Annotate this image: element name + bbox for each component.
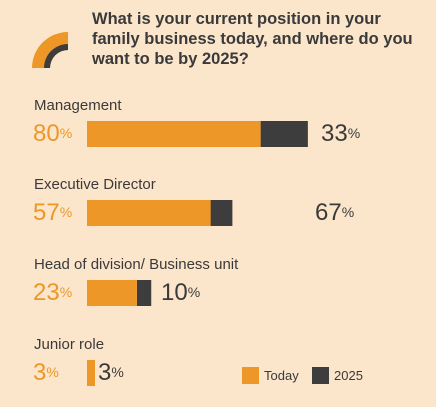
- today-value-label: 80%: [33, 120, 73, 147]
- today-value-label: 3%: [33, 359, 59, 386]
- bar-2025: [136, 280, 152, 306]
- bar-today: [87, 200, 211, 226]
- category-label: Executive Director: [34, 176, 156, 193]
- arc-logo-icon: [32, 32, 68, 68]
- category-label: Head of division/ Business unit: [34, 256, 239, 273]
- legend-swatch-2025: [312, 367, 329, 384]
- future-value-label: 67%: [315, 199, 355, 226]
- bar-today: [87, 121, 261, 147]
- future-value-label: 33%: [321, 120, 361, 147]
- bar-today: [87, 280, 137, 306]
- bar-2025: [260, 121, 308, 147]
- future-value-label: 10%: [161, 279, 201, 306]
- bar-today: [87, 360, 95, 386]
- today-value-label: 57%: [33, 199, 73, 226]
- chart-title: What is your current position in your fa…: [92, 10, 413, 68]
- future-value-label: 3%: [98, 359, 124, 386]
- category-label: Junior role: [34, 336, 105, 353]
- legend-label-2025: 2025: [334, 368, 363, 383]
- legend-label-today: Today: [264, 368, 299, 383]
- legend-swatch-today: [242, 367, 259, 384]
- today-value-label: 23%: [33, 279, 73, 306]
- category-label: Management: [34, 97, 122, 114]
